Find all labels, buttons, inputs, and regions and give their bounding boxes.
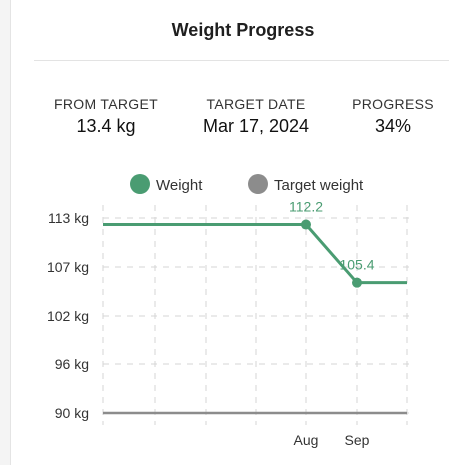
legend-target-swatch (248, 174, 268, 194)
stat-from-target-value: 13.4 kg (76, 116, 136, 136)
y-tick-label: 107 kg (47, 259, 89, 275)
y-tick-label: 90 kg (55, 405, 89, 421)
legend-weight-label: Weight (156, 177, 203, 194)
y-tick-label: 96 kg (55, 356, 89, 372)
x-tick-label: Sep (345, 432, 370, 448)
x-tick-label: Aug (294, 432, 319, 448)
stat-from-target: FROM TARGET 13.4 kg (26, 96, 186, 137)
stat-progress-label: PROGRESS (352, 96, 434, 112)
stat-from-target-label: FROM TARGET (54, 96, 158, 112)
card-title: Weight Progress (171, 20, 315, 40)
data-label: 112.2 (289, 199, 323, 215)
y-tick-label: 102 kg (47, 308, 89, 324)
title-divider (34, 60, 449, 61)
stat-progress: PROGRESS 34% (313, 96, 473, 137)
stat-progress-value: 34% (374, 116, 412, 136)
legend-weight-swatch (130, 174, 150, 194)
stat-target-date-value: Mar 17, 2024 (202, 116, 310, 136)
weight-point (352, 277, 362, 288)
stat-target-date: TARGET DATE Mar 17, 2024 (176, 96, 336, 137)
y-tick-label: 113 kg (48, 210, 89, 226)
legend-target-label: Target weight (274, 177, 364, 194)
weight-line (103, 223, 407, 285)
weight-progress-card: Weight Progress FROM TARGET 13.4 kg TARG… (10, 0, 474, 465)
data-label: 105.4 (339, 257, 374, 273)
stat-target-date-label: TARGET DATE (206, 96, 306, 112)
weight-point (301, 219, 311, 230)
